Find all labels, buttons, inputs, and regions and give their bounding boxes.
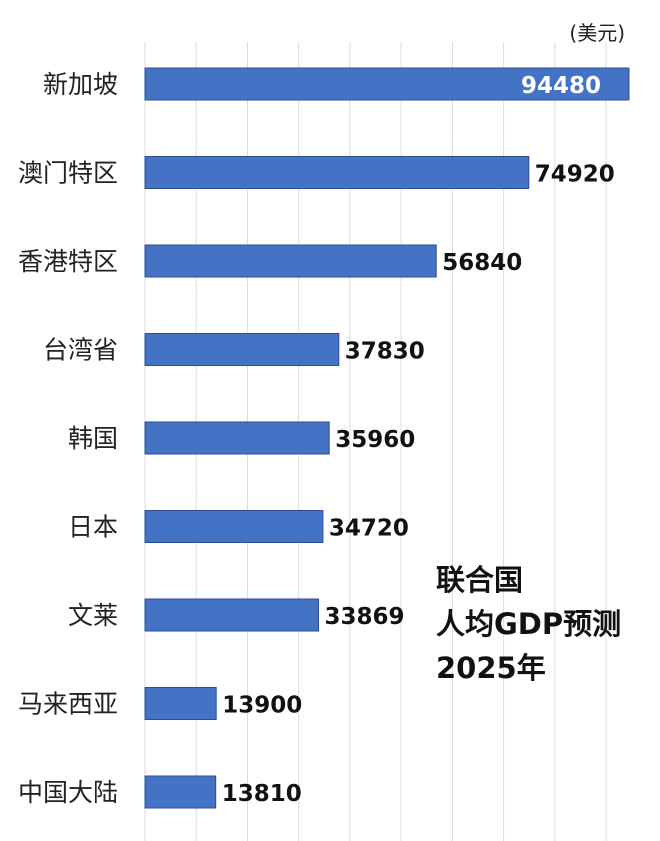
- data-label: 56840: [442, 250, 522, 276]
- chart-title: 联合国 人均GDP预测 2025年: [436, 563, 621, 685]
- chart-title-line-2: 人均GDP预测: [436, 607, 621, 641]
- unit-label: (美元): [569, 21, 625, 45]
- data-label: 34720: [329, 516, 409, 542]
- data-label: 35960: [335, 427, 415, 453]
- data-label: 33869: [325, 604, 405, 630]
- category-label: 马来西亚: [18, 690, 118, 719]
- data-label: 37830: [345, 339, 425, 365]
- category-label: 文莱: [68, 601, 118, 630]
- bar: [144, 687, 217, 720]
- chart-bars: [144, 67, 630, 809]
- category-label: 韩国: [68, 424, 118, 453]
- bar: [144, 333, 340, 366]
- data-label: 13900: [222, 693, 302, 719]
- category-label: 新加坡: [43, 70, 118, 99]
- category-label: 台湾省: [43, 336, 118, 365]
- bar: [144, 510, 324, 543]
- bar: [144, 244, 437, 278]
- category-label: 中国大陆: [18, 778, 118, 807]
- bar: [144, 67, 630, 101]
- chart-title-line-3: 2025年: [436, 651, 546, 685]
- category-label: 澳门特区: [18, 159, 118, 188]
- category-label: 香港特区: [18, 247, 118, 276]
- bar: [144, 421, 330, 455]
- data-label: 13810: [222, 781, 302, 807]
- data-label: 74920: [535, 162, 615, 188]
- bar: [144, 156, 530, 189]
- chart-title-line-1: 联合国: [436, 563, 523, 597]
- bar: [144, 775, 217, 809]
- value-labels: 94480 74920 56840 37830 35960 34720 33869 13900…: [222, 73, 615, 807]
- data-label: 94480: [521, 73, 601, 99]
- category-label: 日本: [68, 513, 118, 542]
- bar: [144, 598, 319, 632]
